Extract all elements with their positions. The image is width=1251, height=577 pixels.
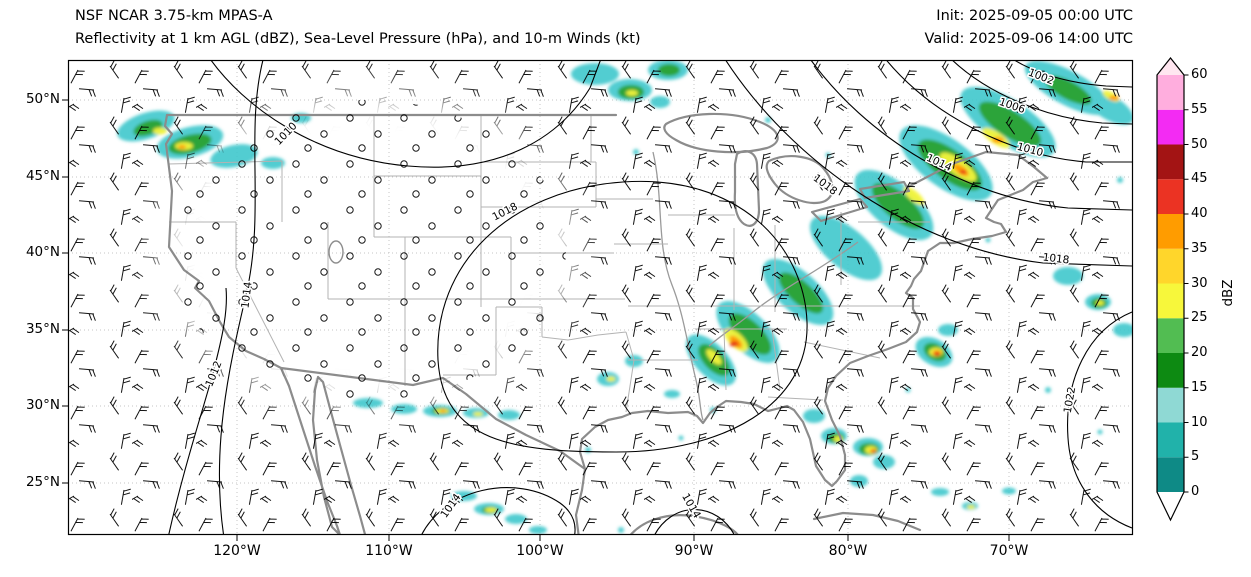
x-tick-label: 120°W [213,543,261,559]
isobar-label: 1018 [1042,251,1070,266]
colorbar-tick-label: 0 [1191,484,1200,499]
colorbar-tick-label: 40 [1191,206,1208,221]
calm-wind-circles-layer [170,100,566,400]
colorbar [1156,57,1189,522]
colorbar-segment [1157,422,1184,458]
y-tick-label: 30°N [25,397,60,413]
y-tick-label: 45°N [25,168,60,184]
map-plot-area: 1014 1010 1018 1002 1006 1010 1014 1018 … [62,59,1134,541]
colorbar-tick-label: 5 [1191,449,1200,464]
colorbar-segment [1157,457,1184,492]
colorbar-tick-label: 50 [1191,137,1208,152]
colorbar-segment [1157,387,1184,423]
colorbar-segment [1157,109,1184,145]
x-tick-label: 90°W [674,543,714,559]
colorbar-tick-label: 20 [1191,345,1208,360]
x-tick-label: 110°W [365,543,413,559]
init-time: Init: 2025-09-05 00:00 UTC [936,8,1133,24]
figure-subtitle: Reflectivity at 1 km AGL (dBZ), Sea-Leve… [75,31,641,47]
colorbar-tick-label: 35 [1191,241,1208,256]
colorbar-segment [1157,283,1184,319]
colorbar-axis-label: dBZ [1220,279,1236,307]
axis-tick-marks [62,99,1010,541]
colorbar-segment [1157,353,1184,388]
plot-frame [67,59,1134,536]
colorbar-under-arrow [1157,492,1184,520]
x-tick-label: 100°W [516,543,564,559]
colorbar-tick-label: 30 [1191,276,1208,291]
colorbar-tick-label: 60 [1191,67,1208,82]
x-tick-label: 80°W [828,543,868,559]
colorbar-over-arrow [1157,58,1184,75]
colorbar-segment [1157,144,1184,180]
colorbar-segment [1157,248,1184,284]
y-tick-label: 50°N [25,91,60,107]
colorbar-tick-label: 10 [1191,415,1208,430]
colorbar-tick-label: 45 [1191,171,1208,186]
colorbar-tick-label: 55 [1191,102,1208,117]
model-title: NSF NCAR 3.75-km MPAS-A [75,8,273,24]
colorbar-tick-marks [1184,74,1189,493]
colorbar-segment [1157,214,1184,249]
isobar-label: 1014 [239,281,254,309]
colorbar-tick-label: 15 [1191,380,1208,395]
x-tick-label: 70°W [989,543,1029,559]
colorbar-segment [1157,179,1184,214]
valid-time: Valid: 2025-09-06 14:00 UTC [924,31,1133,47]
y-tick-label: 40°N [25,244,60,260]
y-tick-label: 35°N [25,321,60,337]
colorbar-segment [1157,75,1184,110]
y-tick-label: 25°N [25,474,60,490]
colorbar-tick-label: 25 [1191,310,1208,325]
colorbar-segment [1157,318,1184,353]
